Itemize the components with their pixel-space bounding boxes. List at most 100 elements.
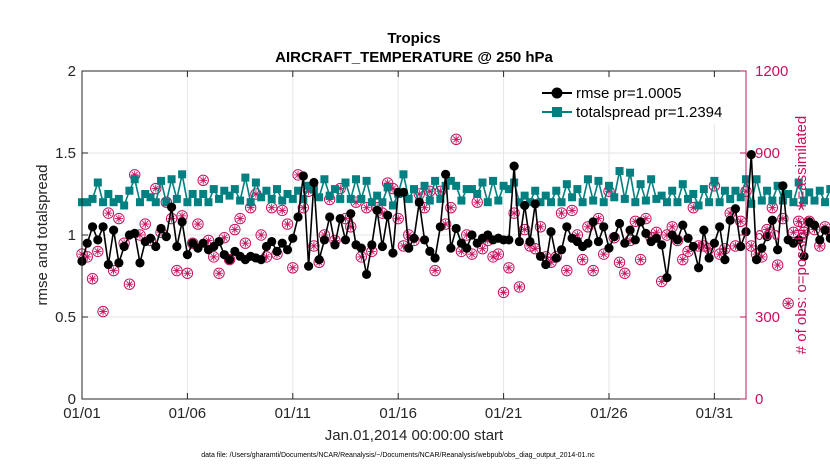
- obs-point: [287, 262, 299, 274]
- obs-point: [239, 237, 252, 249]
- obs-marker-star-stroke: [590, 267, 597, 274]
- totalspread-point: [799, 196, 808, 205]
- totalspread-point: [288, 194, 297, 203]
- obs-marker-circle: [634, 253, 647, 266]
- rmse-point: [651, 233, 662, 243]
- rmse-point: [693, 263, 704, 273]
- totalspread-point: [404, 194, 413, 203]
- obs-marker-star-stroke: [110, 267, 117, 274]
- obs-marker-star-stroke: [400, 242, 407, 250]
- obs-point: [97, 305, 109, 318]
- rmse-point: [509, 161, 519, 171]
- obs-point: [92, 245, 104, 258]
- rmse-point: [709, 238, 719, 248]
- obs-marker-star-stroke: [200, 177, 207, 184]
- rmse-point: [198, 238, 208, 248]
- rmse-point: [630, 235, 640, 245]
- rmse-point: [214, 236, 224, 247]
- ticks: 01/01 01/06 01/11 01/16 01/21 01/26 01/31 0 0.5 1…: [55, 63, 788, 422]
- obs-point: [276, 204, 288, 217]
- obs-point: [566, 204, 578, 217]
- obs-marker-star-stroke: [769, 204, 776, 211]
- rmse-point: [177, 217, 187, 227]
- obs-marker-star-stroke: [600, 250, 607, 258]
- obs-point: [771, 259, 784, 271]
- rmse-point: [298, 171, 308, 181]
- totalspread-point: [826, 185, 830, 194]
- totalspread-point: [410, 185, 418, 194]
- totalspread-point: [568, 193, 577, 202]
- totalspread-point: [504, 185, 513, 194]
- totalspread-point: [236, 196, 245, 205]
- obs-marker-circle: [503, 262, 515, 274]
- obs-marker-star-stroke: [94, 248, 101, 255]
- obs-marker-star-stroke: [89, 275, 96, 282]
- obs-marker-circle: [181, 267, 194, 279]
- totalspread-point: [283, 190, 292, 198]
- obs-point: [677, 253, 689, 266]
- rmse-point: [593, 236, 604, 247]
- chart-title: Tropics: [387, 30, 440, 47]
- totalspread-point: [378, 198, 387, 207]
- obs-marker-star-stroke: [289, 264, 296, 271]
- totalspread-point: [810, 196, 819, 205]
- totalspread-point: [578, 198, 587, 207]
- rmse-point: [135, 258, 145, 268]
- totalspread-point: [341, 178, 350, 187]
- rmse-point: [430, 253, 440, 263]
- obs-marker-circle: [139, 218, 151, 230]
- obs-point: [640, 212, 652, 225]
- obs-marker-circle: [576, 253, 589, 266]
- rmse-point: [277, 238, 287, 248]
- rmse-point: [304, 261, 314, 271]
- obs-marker-star-stroke: [173, 267, 181, 274]
- rmse-point: [98, 222, 108, 232]
- rmse-point: [435, 222, 445, 232]
- rmse-point: [588, 217, 598, 227]
- rmse-point: [535, 251, 546, 261]
- y-tick-label-right: 300: [755, 309, 780, 326]
- x-tick-label: 01/11: [275, 405, 311, 422]
- obs-marker-star-stroke: [479, 245, 486, 252]
- rmse-point: [314, 255, 324, 265]
- legend-spread-marker: [552, 107, 562, 117]
- totalspread-point: [120, 201, 129, 210]
- obs-marker-circle: [345, 221, 357, 233]
- rmse-point: [715, 222, 725, 232]
- rmse-point: [414, 197, 424, 207]
- rmse-point: [335, 214, 345, 224]
- totalspread-point: [183, 198, 192, 207]
- rmse-point: [156, 223, 166, 234]
- rmse-point: [109, 225, 119, 235]
- rmse-point: [730, 204, 741, 214]
- rmse-point: [720, 255, 730, 265]
- obs-point: [450, 133, 462, 146]
- obs-marker-circle: [86, 273, 99, 285]
- obs-marker-star-stroke: [568, 207, 576, 214]
- obs-marker-circle: [587, 264, 599, 277]
- obs-marker-star-stroke: [405, 231, 412, 239]
- rmse-point: [377, 241, 387, 252]
- totalspread-point: [694, 201, 703, 210]
- rmse-point: [773, 245, 783, 255]
- rmse-point: [546, 227, 556, 237]
- totalspread-point: [204, 198, 213, 207]
- totalspread-point: [784, 190, 793, 198]
- obs-marker-star-stroke: [510, 209, 518, 217]
- rmse-point: [256, 255, 266, 265]
- obs-point: [429, 264, 441, 277]
- rmse-point: [551, 253, 561, 263]
- totalspread-point: [199, 190, 208, 198]
- totalspread-point: [805, 188, 814, 197]
- obs-marker-star-stroke: [505, 264, 513, 271]
- totalspread-point: [135, 198, 144, 207]
- obs-marker-circle: [450, 133, 462, 146]
- obs-marker-circle: [782, 297, 794, 310]
- rmse-point: [172, 241, 182, 252]
- totalspread-point: [541, 191, 550, 200]
- obs-point: [719, 242, 731, 255]
- rmse-point: [356, 243, 366, 253]
- obs-marker-star-stroke: [521, 226, 528, 233]
- obs-marker-star-stroke: [447, 204, 455, 211]
- obs-marker-star-stroke: [142, 220, 149, 228]
